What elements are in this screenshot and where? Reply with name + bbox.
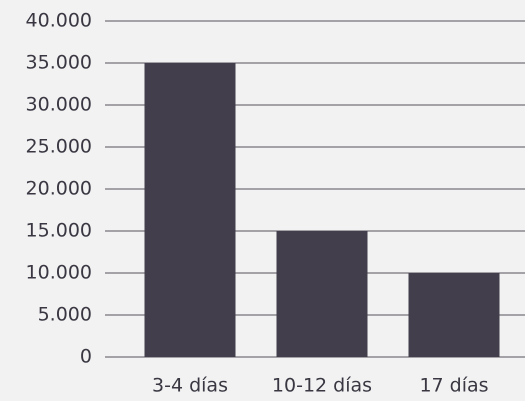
bar [408,273,500,357]
x-tick-label: 10-12 días [272,375,372,397]
y-tick-label: 5.000 [38,304,92,326]
y-tick-label: 25.000 [26,136,92,158]
y-tick-label: 10.000 [26,262,92,284]
y-tick-label: 40.000 [26,10,92,32]
bar [144,63,236,357]
y-tick-label: 0 [80,346,92,368]
y-tick-label: 20.000 [26,178,92,200]
y-tick-label: 35.000 [26,52,92,74]
bar [276,231,368,357]
y-tick-label: 30.000 [26,94,92,116]
y-tick-label: 15.000 [26,220,92,242]
x-tick-label: 3-4 días [152,375,228,397]
x-tick-label: 17 días [419,375,488,397]
